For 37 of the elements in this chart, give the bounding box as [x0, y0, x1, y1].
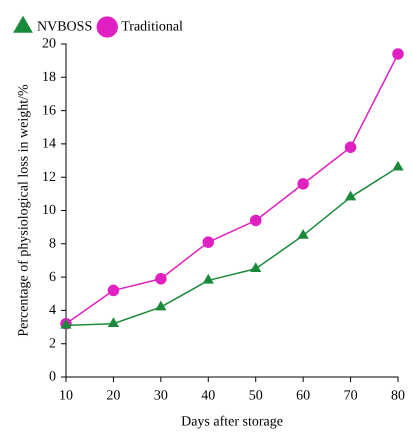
x-tick-label: 60: [296, 388, 310, 404]
point: [392, 161, 404, 170]
y-tick-label: 8: [49, 236, 56, 252]
point: [297, 178, 309, 190]
point: [108, 284, 120, 296]
point: [392, 48, 404, 60]
point: [250, 263, 261, 272]
point: [108, 318, 119, 327]
legend-label: NVBOSS: [37, 20, 92, 35]
y-axis-title: Percentage of physiological loss in weight/%: [16, 84, 32, 337]
x-tick-label: 50: [248, 388, 263, 404]
x-tick-label: 30: [154, 388, 168, 404]
point: [344, 141, 356, 153]
x-tick-label: 10: [59, 388, 73, 404]
x-tick-label: 40: [201, 388, 216, 404]
y-tick-label: 18: [42, 70, 56, 85]
point: [202, 236, 214, 248]
x-tick-label: 20: [106, 388, 120, 404]
point: [345, 191, 356, 200]
legend-label: Traditional: [121, 20, 184, 35]
point: [155, 273, 167, 285]
y-tick-label: 12: [42, 170, 56, 185]
y-tick-label: 2: [49, 336, 56, 352]
x-axis-title: Days after storage: [181, 414, 283, 430]
point: [156, 301, 166, 310]
x-tick-label: 70: [344, 388, 358, 404]
y-tick-label: 6: [49, 270, 56, 285]
point: [250, 214, 262, 226]
y-tick-label: 20: [42, 36, 56, 52]
y-tick-label: 16: [42, 103, 56, 118]
y-tick-label: 10: [42, 203, 56, 218]
point: [298, 230, 308, 239]
y-tick-label: 14: [42, 136, 56, 152]
y-tick-label: 4: [49, 303, 56, 318]
x-tick-label: 80: [391, 388, 405, 404]
y-tick-label: 0: [49, 370, 56, 385]
point: [203, 274, 214, 284]
